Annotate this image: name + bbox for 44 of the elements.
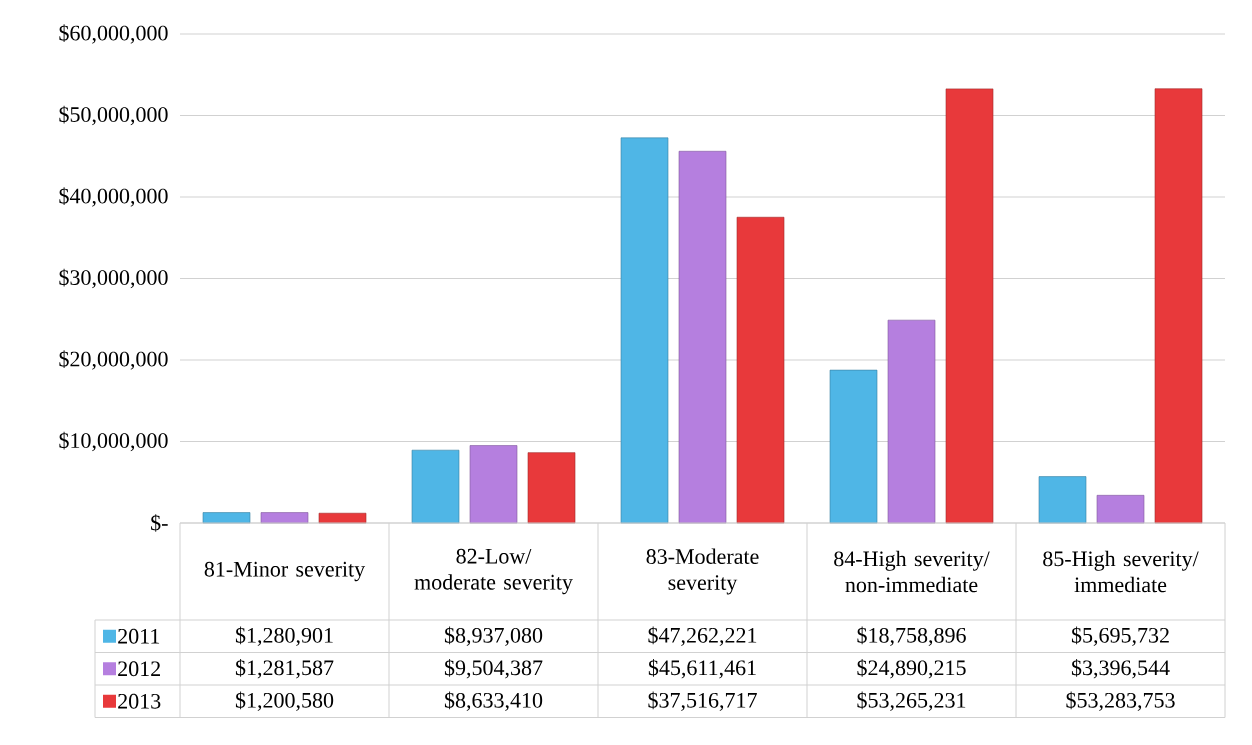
data-label: $18,758,896 xyxy=(857,626,966,646)
data-label: $1,200,580 xyxy=(235,691,334,711)
bar xyxy=(411,449,460,524)
x-tick-label: 83-Moderate severity xyxy=(646,548,759,595)
data-label: $37,516,717 xyxy=(648,691,757,711)
data-label: $9,504,387 xyxy=(444,659,543,679)
bar xyxy=(678,150,727,524)
y-tick-label: $30,000,000 xyxy=(59,268,168,289)
data-label: $47,262,221 xyxy=(648,626,757,646)
data-label: $1,281,587 xyxy=(235,659,334,679)
legend-label: 2013 xyxy=(118,693,161,709)
bar xyxy=(736,216,785,524)
bar xyxy=(887,319,936,524)
y-tick-label: $20,000,000 xyxy=(59,350,168,370)
data-label: $8,937,080 xyxy=(444,626,543,646)
y-tick-label: $10,000,000 xyxy=(59,431,168,452)
data-label: $45,611,461 xyxy=(648,659,756,679)
x-tick-label: 84-High severity/ non-immediate xyxy=(834,550,990,593)
bar xyxy=(527,452,576,524)
bar xyxy=(945,88,994,524)
legend-label: 2011 xyxy=(118,628,160,644)
x-tick-label: 81-Minor severity xyxy=(204,561,366,582)
x-tick-label: 82-Low/ moderate severity xyxy=(414,548,573,595)
x-tick-label: 85-High severity/ immediate xyxy=(1043,550,1199,593)
legend-label: 2012 xyxy=(118,661,160,677)
y-tick-label: $50,000,000 xyxy=(59,105,168,126)
bar xyxy=(1096,495,1145,524)
y-tick-label: $- xyxy=(151,514,168,532)
y-tick-label: $60,000,000 xyxy=(59,24,168,44)
data-label: $24,890,215 xyxy=(857,659,966,679)
bar xyxy=(620,137,669,524)
data-label: $3,396,544 xyxy=(1071,659,1170,679)
data-label: $53,265,231 xyxy=(857,691,966,711)
bar xyxy=(1154,88,1203,524)
data-label: $8,633,410 xyxy=(444,691,543,711)
bar xyxy=(469,445,518,524)
data-label: $5,695,732 xyxy=(1071,626,1169,646)
bar xyxy=(1038,476,1087,524)
bar xyxy=(260,512,309,524)
data-label: $53,283,753 xyxy=(1066,691,1175,711)
data-label: $1,280,901 xyxy=(235,626,333,646)
bar xyxy=(202,512,251,524)
bar xyxy=(829,369,878,524)
y-tick-label: $40,000,000 xyxy=(59,187,168,207)
